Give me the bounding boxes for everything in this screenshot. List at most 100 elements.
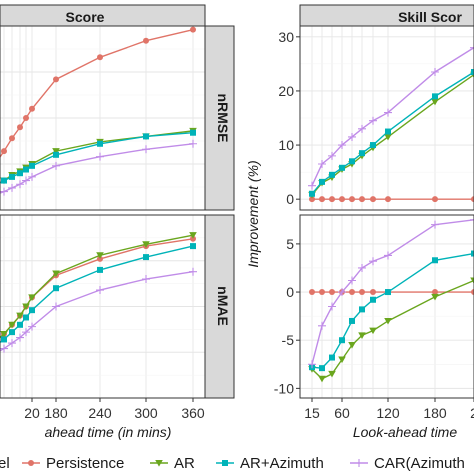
bottom-right-ar-azimuth-point-8 — [432, 257, 438, 264]
top-left-car-azimuth-point-9 — [96, 152, 104, 161]
top-left-persistence-point-7 — [29, 105, 35, 112]
top-left-car-azimuth-point-7 — [28, 172, 36, 181]
top-left-panel — [0, 25, 206, 211]
top-right-car-azimuth-point-8 — [431, 68, 439, 76]
bottom-right-car-azimuth-line — [311, 219, 474, 365]
bottom-left-ar-point-4 — [8, 321, 16, 329]
bottom-left-car-azimuth-line — [0, 271, 194, 352]
top-right-persistence-point-5 — [359, 196, 365, 203]
bottom-right-ar-azimuth-point-6 — [370, 296, 376, 303]
bottom-left-panel — [0, 214, 206, 399]
top-left-ar-azimuth-point-4 — [9, 173, 15, 180]
bottom-right-ar-point-5 — [358, 332, 366, 339]
legend-persistence-point-1 — [28, 460, 34, 466]
top-left-ar-azimuth-point-3 — [1, 177, 7, 184]
bottom-left-car-azimuth-point-11 — [189, 267, 197, 276]
legend-ar-point-2 — [155, 460, 163, 467]
top-left-ar-azimuth-point-8 — [53, 151, 59, 158]
bottom-left-car-azimuth-point-7 — [28, 322, 36, 331]
top-left-car-azimuth-point-10 — [142, 145, 150, 154]
top-right-ar-azimuth-point-0 — [309, 190, 315, 197]
top-right-y-tick-3: 30 — [278, 29, 294, 45]
bottom-right-y-tick-3: 5 — [286, 236, 294, 252]
top-left-car-azimuth-line — [0, 143, 194, 194]
top-left-ar-azimuth-point-11 — [190, 129, 196, 136]
bottom-right-ar-point-9 — [470, 277, 474, 285]
top-right-car-azimuth-point-1 — [318, 160, 326, 168]
legend-car-azimuth-point-4 — [355, 459, 363, 467]
bottom-left-car-azimuth-point-10 — [142, 275, 150, 284]
bottom-right-persistence-point-9 — [471, 289, 474, 296]
right-x-tick-3: 180 — [423, 405, 447, 421]
top-right-ar-azimuth-point-8 — [432, 93, 438, 100]
legend-label-0: el — [0, 455, 10, 472]
bottom-right-car-azimuth-point-9 — [470, 215, 474, 224]
top-right-ar-azimuth-point-4 — [349, 158, 355, 165]
top-left-car-azimuth-point-5 — [16, 180, 24, 189]
bottom-left-car-azimuth-point-6 — [22, 328, 30, 337]
top-left-plot-area — [0, 26, 205, 210]
top-left-car-azimuth-point-4 — [8, 183, 16, 192]
right-x-tick-1: 60 — [334, 405, 350, 421]
left-x-tick-1: 180 — [44, 405, 68, 421]
top-left-ar-azimuth-point-6 — [23, 166, 29, 173]
top-right-car-azimuth-point-5 — [358, 124, 366, 133]
top-right-car-azimuth-point-2 — [328, 151, 336, 160]
bottom-left-ar-azimuth-point-9 — [97, 266, 103, 273]
top-right-car-azimuth-point-7 — [384, 108, 392, 117]
right-x-axis-title: Look-ahead time — [353, 424, 458, 440]
bottom-right-persistence-point-5 — [359, 289, 365, 296]
strip-nmae: nMAE — [215, 286, 231, 326]
top-left-persistence-point-5 — [17, 124, 23, 131]
bottom-left-ar-azimuth-point-4 — [9, 329, 15, 336]
right-x-tick-2: 120 — [376, 405, 400, 421]
left-x-tick-2: 240 — [88, 405, 112, 421]
top-right-plot-area — [300, 26, 474, 210]
bottom-right-y-tick-1: -5 — [282, 332, 295, 348]
bottom-right-car-azimuth-point-4 — [348, 276, 356, 285]
bottom-right-ar-point-4 — [348, 342, 356, 349]
top-left-persistence-line — [0, 28, 194, 159]
bottom-left-ar-point-10 — [142, 241, 150, 248]
bottom-right-ar-azimuth-point-9 — [471, 250, 474, 257]
bottom-left-ar-point-8 — [52, 270, 60, 278]
top-left-ar-azimuth-point-7 — [29, 162, 35, 169]
bottom-right-car-azimuth-point-2 — [328, 302, 336, 311]
bottom-left-car-azimuth-point-8 — [52, 302, 60, 311]
top-left-persistence-point-4 — [9, 135, 15, 142]
top-right-ar-azimuth-point-1 — [319, 178, 325, 185]
bottom-left-ar-azimuth-point-3 — [1, 336, 7, 343]
bottom-right-y-tick-2: 0 — [286, 284, 294, 300]
strip-score: Score — [66, 9, 105, 25]
top-right-car-azimuth-line — [311, 47, 474, 186]
top-left-car-azimuth-point-8 — [52, 161, 60, 170]
bottom-right-persistence-point-0 — [309, 289, 315, 296]
bottom-right-ar-azimuth-point-1 — [319, 365, 325, 372]
bottom-left-ar-azimuth-point-5 — [17, 321, 23, 328]
bottom-left-ar-point-7 — [28, 294, 36, 301]
top-right-ar-azimuth-point-5 — [359, 150, 365, 157]
bottom-right-ar-azimuth-point-3 — [339, 337, 345, 344]
top-right-y-tick-2: 20 — [278, 83, 294, 99]
bottom-left-ar-point-9 — [96, 252, 104, 259]
bottom-left-car-azimuth-point-5 — [16, 333, 24, 342]
top-left-border — [0, 25, 206, 211]
top-left-ar-point-8 — [52, 148, 60, 155]
bottom-right-ar-point-2 — [328, 370, 336, 378]
strip-skill-score: Skill Scor — [398, 9, 462, 25]
bottom-left-plot-area — [0, 215, 205, 398]
y-axis-title-improvement: Improvement (%) — [245, 160, 261, 267]
bottom-right-persistence-point-8 — [432, 289, 438, 296]
legend-label-1: Persistence — [46, 455, 124, 472]
bottom-right-ar-azimuth-point-4 — [349, 317, 355, 324]
top-right-car-azimuth-point-3 — [338, 141, 346, 150]
bottom-right-background — [300, 215, 474, 398]
bottom-left-ar-point-5 — [16, 312, 24, 320]
bottom-left-car-azimuth-point-9 — [96, 286, 104, 295]
top-left-persistence-point-8 — [53, 76, 59, 83]
top-right-ar-line — [311, 74, 474, 196]
top-right-ar-point-8 — [431, 98, 439, 106]
top-right-ar-azimuth-point-7 — [385, 128, 391, 135]
bottom-right-ar-point-6 — [369, 327, 377, 335]
bottom-right-ar-line — [311, 279, 474, 380]
